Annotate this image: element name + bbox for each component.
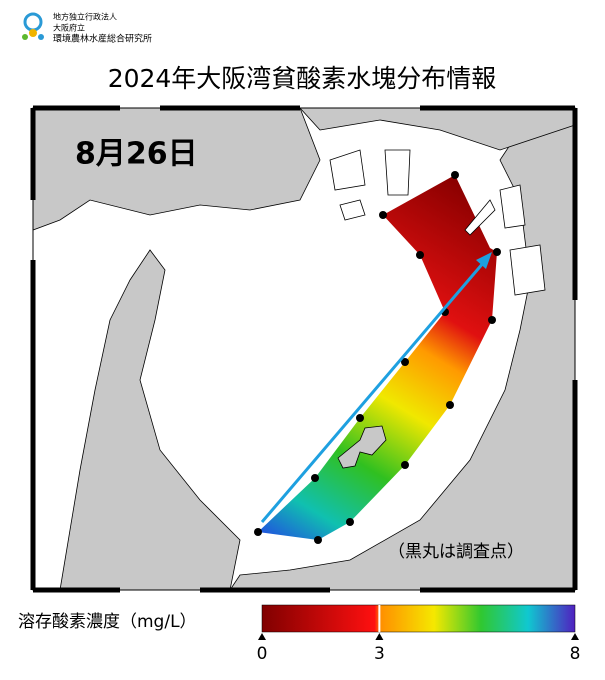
- org-text: 大阪府立: [53, 23, 85, 33]
- date: 8月26日: [75, 137, 198, 172]
- colorbar-label: 溶存酸素濃度（mg/L）: [18, 612, 197, 632]
- org-text: 環境農林水産総合研究所: [53, 33, 152, 45]
- tick-label: 8: [570, 644, 581, 664]
- tick-mark: [375, 633, 384, 640]
- colorbar: [261, 604, 576, 633]
- logo: [22, 12, 44, 40]
- title: 2024年大阪湾貧酸素水塊分布情報: [108, 64, 497, 93]
- tick-mark: [258, 633, 266, 640]
- tick-label: 0: [257, 644, 268, 664]
- tick-mark: [571, 633, 579, 640]
- note: （黒丸は調査点）: [388, 542, 524, 562]
- tick-label: 3: [374, 644, 385, 664]
- map: [30, 105, 578, 593]
- org-text: 地方独立行政法人: [53, 12, 117, 22]
